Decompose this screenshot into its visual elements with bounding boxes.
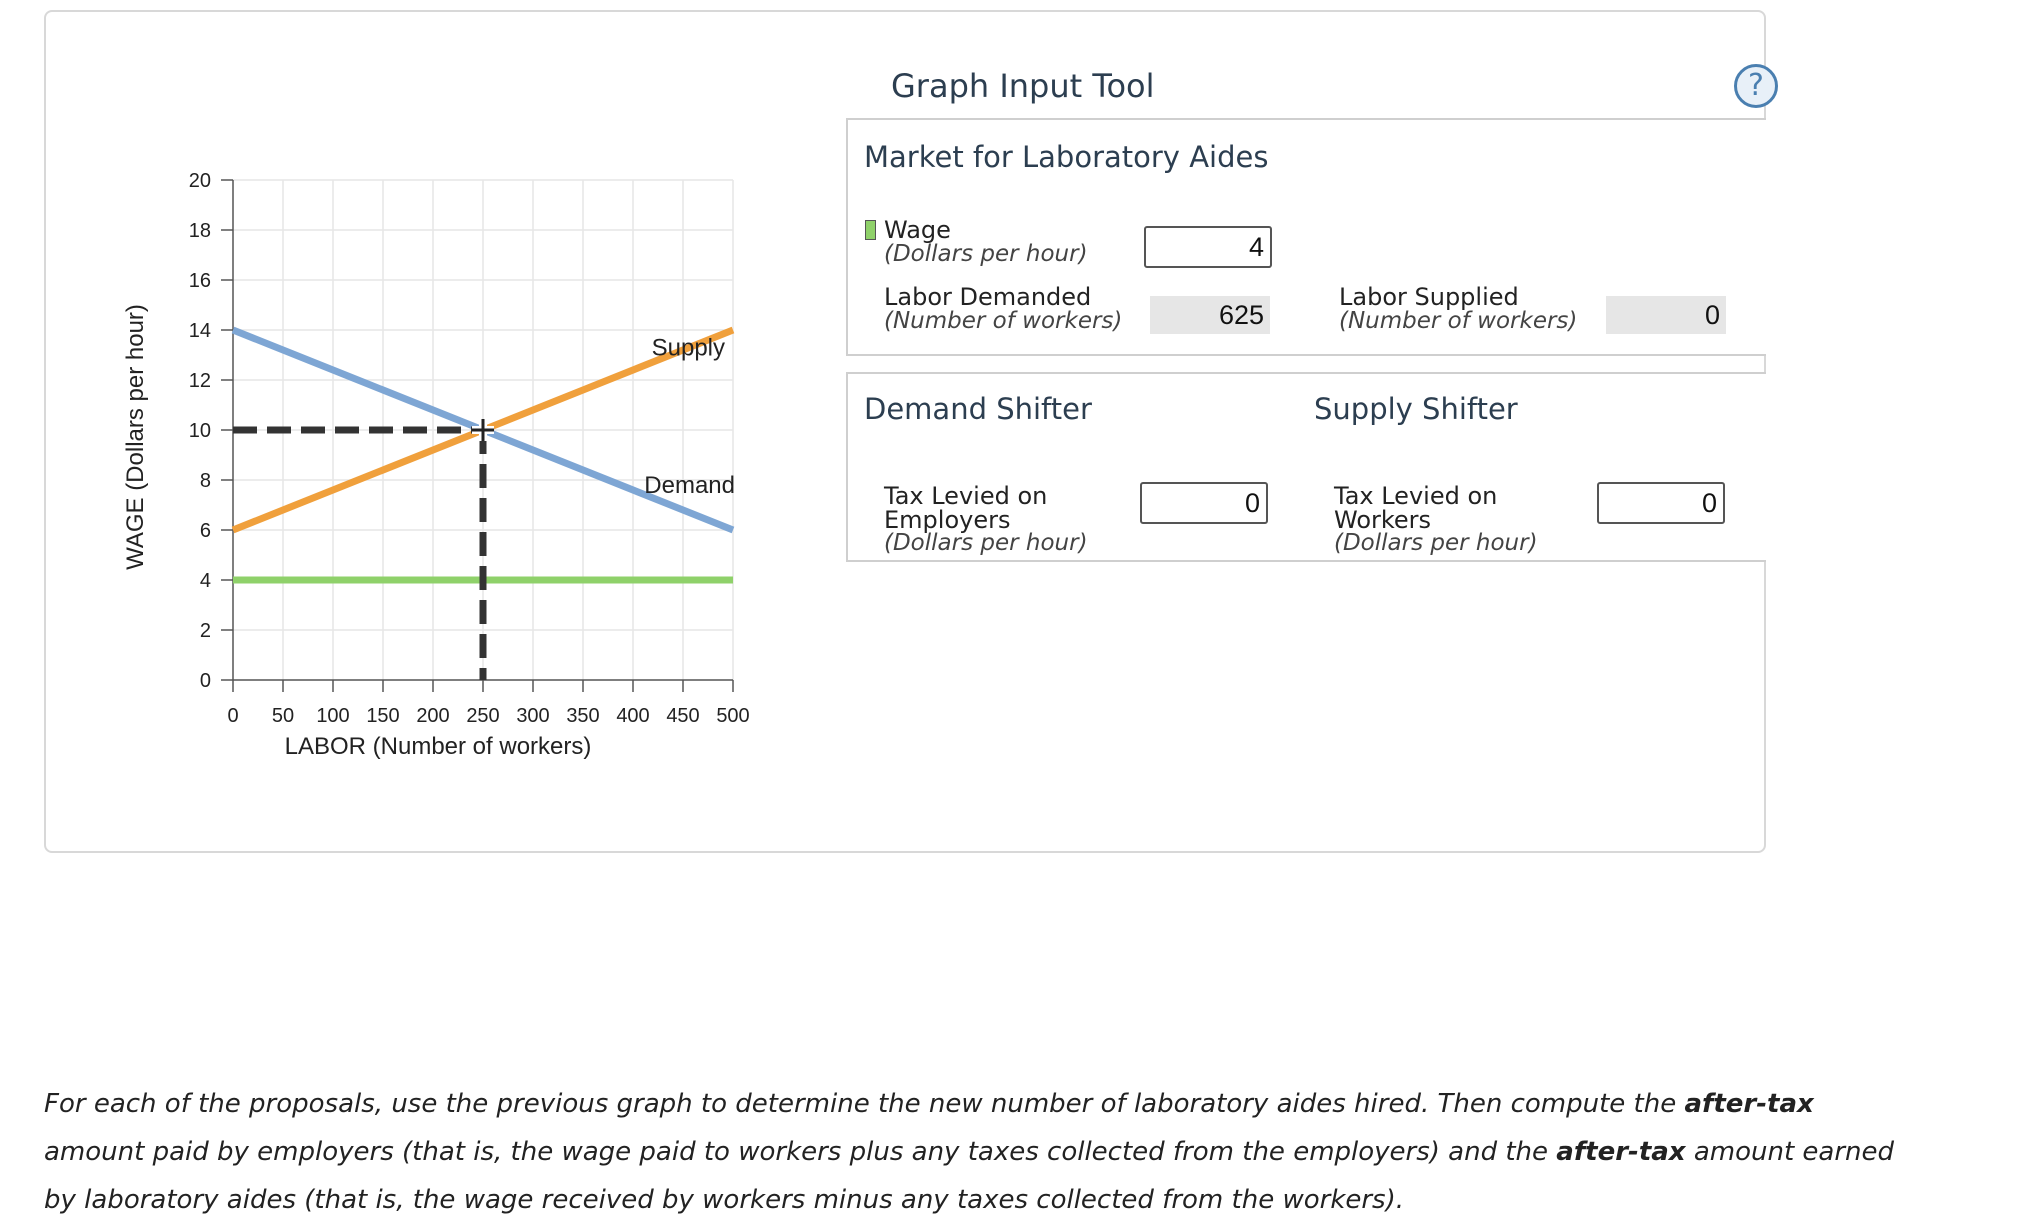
x-tick-label: 500 (716, 705, 749, 727)
y-tick-label: 8 (200, 470, 211, 492)
x-tick-label: 400 (616, 705, 649, 727)
tool-title: Graph Input Tool (891, 67, 1155, 105)
supply-shifter-title: Supply Shifter (1314, 392, 1518, 426)
demand-curve-label: Demand (644, 472, 735, 499)
instructions-part1: For each of the proposals, use the previ… (44, 1089, 1685, 1119)
y-tick-label: 18 (189, 220, 211, 242)
labor-demanded-label: Labor Demanded (884, 283, 1092, 311)
supply-shifter-unit: (Dollars per hour) (1334, 530, 1538, 556)
y-tick-label: 6 (200, 520, 211, 542)
instructions-bold1: after-tax (1684, 1089, 1814, 1119)
instructions-bold2: after-tax (1556, 1137, 1686, 1167)
y-tick-label: 16 (189, 270, 211, 292)
x-tick-label: 250 (466, 705, 499, 727)
y-axis-label: WAGE (Dollars per hour) (122, 304, 149, 570)
x-tick-label: 50 (272, 705, 294, 727)
demand-shifter-unit: (Dollars per hour) (884, 530, 1088, 556)
y-tick-label: 10 (189, 420, 211, 442)
equilibrium-guides (233, 419, 494, 680)
x-tick-label: 0 (227, 705, 238, 727)
labor-supplied-label: Labor Supplied (1339, 283, 1519, 311)
wage-label: Wage (884, 216, 951, 244)
x-tick-label: 200 (416, 705, 449, 727)
y-tick-label: 2 (200, 620, 211, 642)
demand-shifter-title: Demand Shifter (864, 392, 1092, 426)
labor-supplied-unit: (Number of workers) (1339, 308, 1578, 334)
x-tick-label: 100 (316, 705, 349, 727)
y-tick-label: 14 (189, 320, 211, 342)
y-tick-label: 20 (189, 170, 211, 192)
instructions-text: For each of the proposals, use the previ… (44, 1080, 1914, 1224)
supply-shifter-label-line2: Workers (1334, 506, 1432, 534)
demand-shifter-label-line1: Tax Levied on (884, 482, 1048, 510)
market-title: Market for Laboratory Aides (864, 140, 1269, 174)
labor-market-chart[interactable]: WAGE (Dollars per hour) LABOR (Number of… (106, 142, 766, 782)
wage-unit: (Dollars per hour) (884, 241, 1088, 267)
market-box: Market for Laboratory Aides Wage (Dollar… (846, 118, 1766, 356)
labor-demanded-unit: (Number of workers) (884, 308, 1123, 334)
x-tick-label: 300 (516, 705, 549, 727)
supply-curve-label: Supply (652, 335, 725, 362)
tax-on-workers-input[interactable]: 0 (1597, 482, 1725, 524)
instructions-part2: amount paid by employers (that is, the w… (44, 1137, 1557, 1167)
x-tick-label: 350 (566, 705, 599, 727)
y-tick-label: 0 (200, 670, 211, 692)
tax-on-employers-input[interactable]: 0 (1140, 482, 1268, 524)
wage-line-swatch (865, 220, 876, 240)
shifter-box: Demand Shifter Tax Levied on Employers (… (846, 372, 1766, 562)
x-tick-label: 450 (666, 705, 699, 727)
graph-panel: WAGE (Dollars per hour) LABOR (Number of… (44, 10, 1778, 853)
labor-demanded-value: 625 (1150, 296, 1270, 334)
x-axis-label: LABOR (Number of workers) (285, 733, 592, 760)
y-tick-label: 12 (189, 370, 211, 392)
x-tick-label: 150 (366, 705, 399, 727)
tick-marks: 0 50 100 150 200 250 300 350 400 450 500 0 2 4 6 8 10 12 1… (189, 170, 750, 727)
demand-shifter-label-line2: Employers (884, 506, 1011, 534)
supply-shifter-label-line1: Tax Levied on (1334, 482, 1498, 510)
question-mark-icon[interactable]: ? (1734, 64, 1778, 108)
instructions-part3: amount earned by laboratory aides (that … (44, 1137, 1895, 1215)
labor-supplied-value: 0 (1606, 296, 1726, 334)
y-tick-label: 4 (200, 570, 211, 592)
wage-input[interactable]: 4 (1144, 226, 1272, 268)
